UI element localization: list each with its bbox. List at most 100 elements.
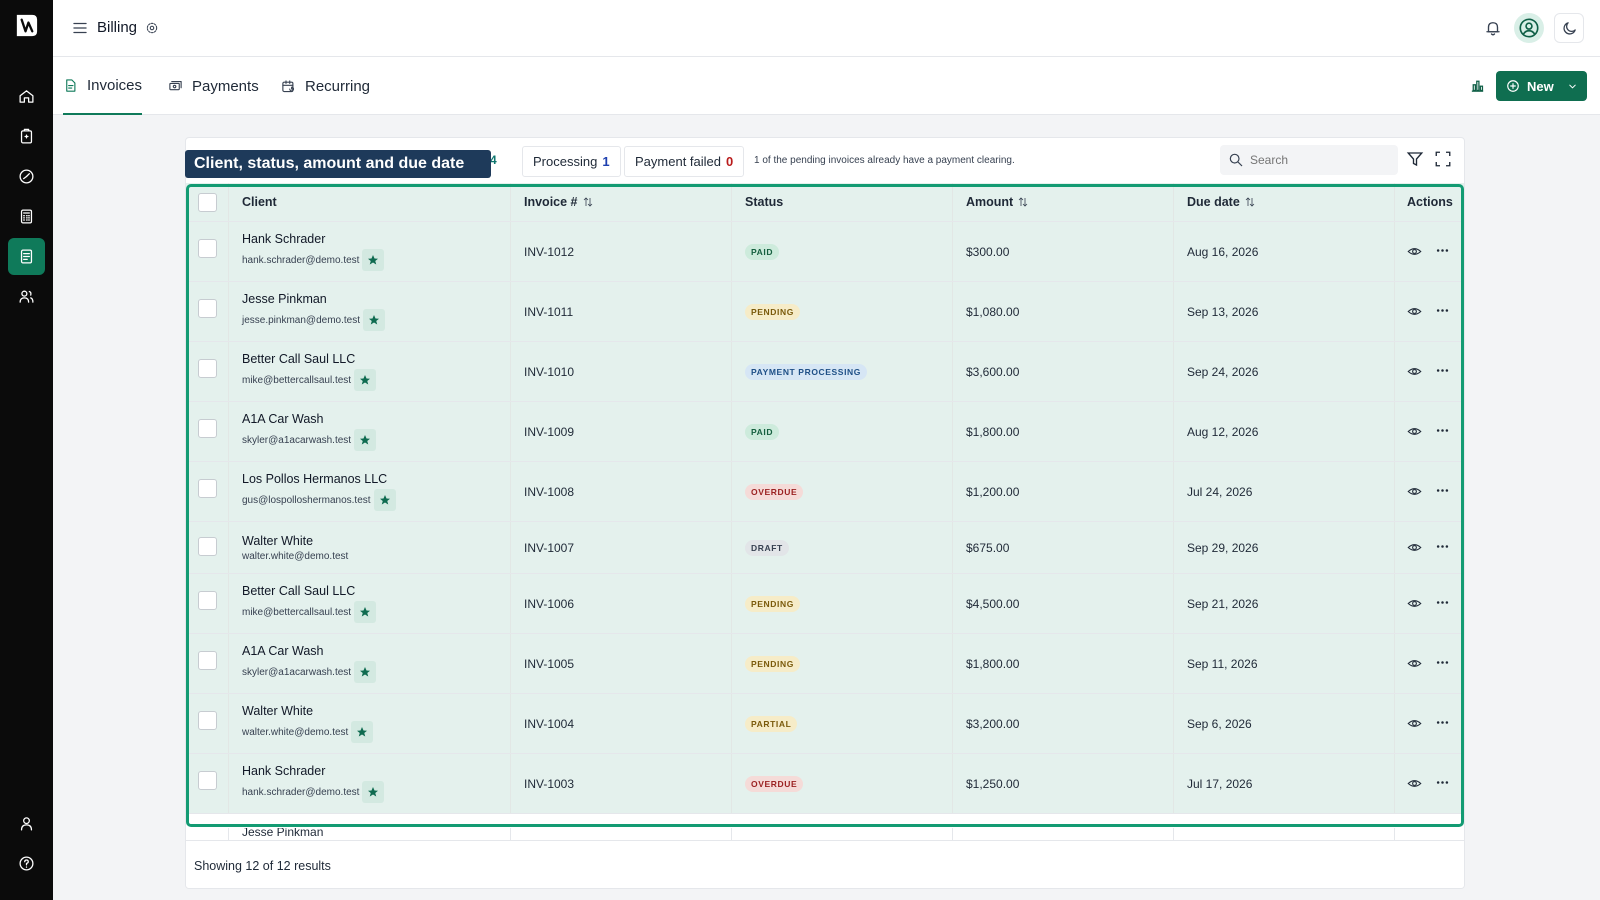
more-actions-button[interactable] — [1435, 483, 1450, 501]
gear-icon[interactable] — [145, 21, 159, 35]
client-name[interactable]: Walter White — [242, 533, 314, 548]
starred-badge[interactable] — [354, 661, 377, 683]
client-name[interactable]: Hank Schrader — [242, 764, 326, 778]
select-all-checkbox[interactable] — [197, 192, 217, 212]
client-name[interactable]: Better Call Saul LLC — [242, 352, 356, 366]
row-checkbox[interactable] — [197, 771, 217, 790]
bar-chart-icon[interactable] — [1469, 77, 1486, 94]
table-row[interactable]: A1A Car Wash skyler@a1acarwash.test INV-… — [186, 634, 1464, 694]
view-eye-icon[interactable] — [1407, 424, 1422, 439]
tab-recurring[interactable]: Recurring — [281, 57, 370, 115]
fullscreen-icon[interactable] — [1434, 150, 1452, 168]
more-actions-button[interactable] — [1435, 303, 1450, 321]
view-eye-icon[interactable] — [1407, 484, 1422, 499]
row-checkbox[interactable] — [197, 536, 217, 556]
more-actions-button[interactable] — [1435, 595, 1450, 613]
row-checkbox[interactable] — [197, 359, 217, 378]
table-row[interactable]: A1A Car Wash skyler@a1acarwash.test INV-… — [186, 402, 1464, 462]
view-eye-icon[interactable] — [1407, 540, 1422, 555]
table-row[interactable]: Hank Schrader hank.schrader@demo.test IN… — [186, 754, 1464, 814]
invoice-number[interactable]: INV-1008 — [524, 484, 575, 499]
row-checkbox[interactable] — [197, 591, 217, 610]
starred-badge[interactable] — [354, 601, 377, 623]
view-eye-icon[interactable] — [1407, 596, 1422, 611]
search-box[interactable] — [1220, 145, 1398, 175]
table-row[interactable]: Jesse Pinkman jesse.pinkman@demo.test IN… — [186, 282, 1464, 342]
client-name[interactable]: A1A Car Wash — [242, 644, 324, 658]
logo-icon[interactable] — [13, 12, 40, 39]
new-button[interactable]: New — [1496, 71, 1587, 101]
invoice-number[interactable]: INV-1005 — [524, 656, 575, 671]
starred-badge[interactable] — [354, 369, 377, 391]
starred-badge[interactable] — [354, 429, 377, 451]
invoice-number[interactable]: INV-1011 — [524, 304, 574, 319]
view-eye-icon[interactable] — [1407, 776, 1422, 791]
table-row[interactable]: Better Call Saul LLC mike@bettercallsaul… — [186, 342, 1464, 402]
more-actions-button[interactable] — [1435, 243, 1450, 261]
menu-icon[interactable] — [71, 19, 89, 37]
more-actions-button[interactable] — [1435, 775, 1450, 793]
starred-badge[interactable] — [362, 309, 385, 331]
search-input[interactable] — [1250, 153, 1390, 167]
view-eye-icon[interactable] — [1407, 304, 1422, 319]
client-name[interactable]: Better Call Saul LLC — [242, 584, 356, 598]
column-header-amount[interactable]: Amount — [953, 183, 1174, 221]
client-name[interactable]: Walter White — [242, 704, 314, 718]
sort-icon[interactable] — [582, 196, 594, 208]
more-actions-button[interactable] — [1435, 715, 1450, 733]
bell-icon[interactable] — [1484, 19, 1502, 37]
filter-icon[interactable] — [1406, 150, 1424, 168]
table-row[interactable]: Los Pollos Hermanos LLC gus@lospollosher… — [186, 462, 1464, 522]
sort-icon[interactable] — [1017, 196, 1029, 208]
table-row[interactable]: Better Call Saul LLC mike@bettercallsaul… — [186, 574, 1464, 634]
client-name[interactable]: Los Pollos Hermanos LLC — [242, 472, 388, 486]
nav-help[interactable] — [8, 845, 45, 882]
view-eye-icon[interactable] — [1407, 716, 1422, 731]
column-header-due-date[interactable]: Due date — [1174, 183, 1395, 221]
nav-invoices[interactable] — [8, 238, 45, 275]
row-checkbox[interactable] — [197, 299, 217, 318]
filter-chip-processing[interactable]: Processing 1 — [522, 146, 621, 177]
starred-badge[interactable] — [362, 781, 385, 803]
more-actions-button[interactable] — [1435, 655, 1450, 673]
table-row[interactable]: Walter White walter.white@demo.test INV-… — [186, 694, 1464, 754]
invoice-number[interactable]: INV-1006 — [524, 596, 575, 611]
nav-calculator[interactable] — [8, 198, 45, 235]
more-actions-button[interactable] — [1435, 363, 1450, 381]
filter-chip-payment-failed[interactable]: Payment failed 0 — [624, 146, 745, 177]
nav-tasks[interactable] — [8, 118, 45, 155]
more-actions-button[interactable] — [1435, 423, 1450, 441]
row-checkbox[interactable] — [197, 651, 217, 670]
invoice-number[interactable]: INV-1009 — [524, 424, 575, 439]
starred-badge[interactable] — [362, 249, 385, 271]
row-checkbox[interactable] — [197, 711, 217, 730]
nav-profile[interactable] — [8, 805, 45, 842]
client-name[interactable]: Jesse Pinkman — [242, 292, 327, 306]
nav-dashboard[interactable] — [8, 158, 45, 195]
table-row[interactable]: Walter White walter.white@demo.test INV-… — [186, 522, 1464, 574]
theme-toggle[interactable] — [1554, 13, 1584, 43]
invoice-number[interactable]: INV-1004 — [524, 716, 575, 731]
more-actions-button[interactable] — [1435, 539, 1450, 557]
client-name[interactable]: Hank Schrader — [242, 232, 326, 246]
invoice-number[interactable]: INV-1003 — [524, 776, 575, 791]
row-checkbox[interactable] — [197, 419, 217, 438]
nav-clients[interactable] — [8, 278, 45, 315]
sort-icon[interactable] — [1244, 196, 1256, 208]
row-checkbox[interactable] — [197, 479, 217, 498]
starred-badge[interactable] — [351, 721, 374, 743]
nav-home[interactable] — [8, 78, 45, 115]
invoice-number[interactable]: INV-1007 — [524, 540, 575, 555]
tab-payments[interactable]: Payments — [168, 57, 259, 115]
user-avatar[interactable] — [1514, 13, 1544, 43]
tab-invoices[interactable]: Invoices — [63, 57, 143, 115]
table-row[interactable]: Hank Schrader hank.schrader@demo.test IN… — [186, 222, 1464, 282]
starred-badge[interactable] — [373, 489, 396, 511]
client-name[interactable]: A1A Car Wash — [242, 412, 324, 426]
view-eye-icon[interactable] — [1407, 244, 1422, 259]
invoice-number[interactable]: INV-1010 — [524, 364, 575, 379]
row-checkbox[interactable] — [197, 239, 217, 258]
invoice-number[interactable]: INV-1012 — [524, 244, 575, 259]
view-eye-icon[interactable] — [1407, 656, 1422, 671]
column-header-invoice[interactable]: Invoice # — [511, 183, 732, 221]
